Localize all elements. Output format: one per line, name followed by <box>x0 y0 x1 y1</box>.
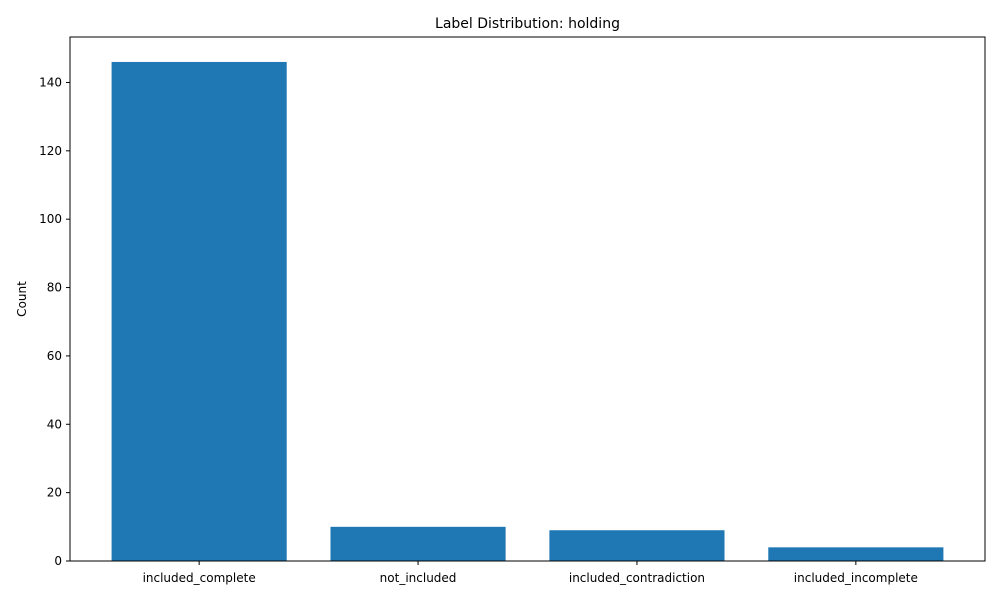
y-tick-label: 80 <box>47 281 62 295</box>
bar-not-included <box>330 526 506 561</box>
y-tick-label: 140 <box>39 75 62 89</box>
x-tick-label: included_incomplete <box>794 571 918 585</box>
bar-included-incomplete <box>768 547 944 561</box>
plot-frame <box>69 36 986 562</box>
bars-layer <box>111 61 944 561</box>
chart-title: Label Distribution: holding <box>435 16 620 32</box>
y-tick-label: 0 <box>54 554 62 568</box>
y-axis-title: Count <box>15 281 29 317</box>
y-tick-label: 60 <box>47 349 62 363</box>
x-tick-label: included_contradiction <box>569 571 705 585</box>
y-tick-label: 100 <box>39 212 62 226</box>
x-tick-label: not_included <box>380 571 457 585</box>
x-tick-label: included_complete <box>143 571 256 585</box>
y-tick-label: 120 <box>39 144 62 158</box>
bar-included-contradiction <box>549 530 725 561</box>
bar-included-complete <box>111 61 287 561</box>
axes-layer: 0 20 40 60 80 100 120 140 included_complete not_i… <box>39 36 986 585</box>
y-tick-label: 40 <box>47 417 62 431</box>
y-tick-label: 20 <box>47 486 62 500</box>
